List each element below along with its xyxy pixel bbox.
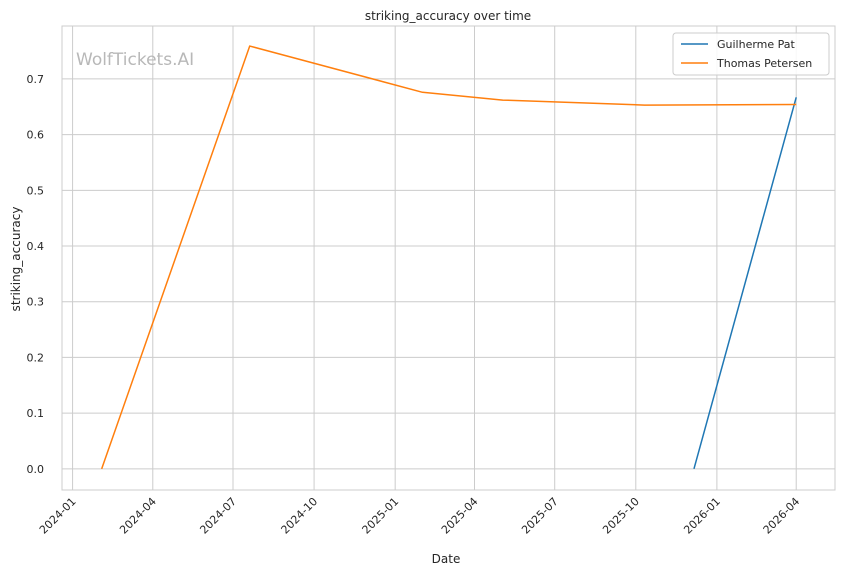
legend-label-thomas-petersen: Thomas Petersen (716, 57, 812, 70)
y-tick-label: 0.2 (27, 351, 45, 364)
x-tick-label: 2024-04 (117, 495, 159, 537)
legend-box (672, 32, 830, 76)
y-tick-label: 0.7 (27, 73, 45, 86)
legend-label-guilherme-pat: Guilherme Pat (717, 38, 796, 51)
x-tick-label: 2025-01 (360, 495, 402, 537)
plot-background (62, 26, 835, 490)
y-tick-label: 0.3 (27, 296, 45, 309)
x-axis-ticks: 2024-01 2024-04 2024-07 2024-10 2025-01 2025-… (37, 495, 802, 537)
x-tick-label: 2026-04 (761, 495, 803, 537)
plot-frame (61, 25, 836, 491)
x-axis-label: Date (432, 552, 461, 566)
x-tick-label: 2024-07 (197, 495, 239, 537)
y-gridlines (62, 78, 835, 470)
x-tick-label: 2026-01 (681, 495, 723, 537)
y-tick-label: 0.1 (27, 407, 45, 420)
y-axis-label: striking_accuracy (9, 207, 23, 312)
y-axis-ticks: 0.0 0.1 0.2 0.3 0.4 0.5 0.6 0.7 (27, 73, 45, 476)
x-tick-label: 2025-04 (439, 495, 481, 537)
legend: Guilherme Pat Thomas Petersen (672, 32, 830, 76)
y-tick-label: 0.6 (27, 129, 45, 142)
x-tick-label: 2024-01 (37, 495, 79, 537)
series-layer (100, 45, 797, 470)
x-tick-label: 2025-10 (600, 495, 642, 537)
series-line-guilherme-pat (693, 97, 797, 470)
y-tick-label: 0.5 (27, 184, 45, 197)
y-tick-label: 0.4 (27, 240, 45, 253)
x-tick-label: 2024-10 (279, 495, 321, 537)
chart-title: striking_accuracy over time (365, 9, 531, 23)
y-tick-label: 0.0 (27, 463, 45, 476)
series-line-thomas-petersen (100, 45, 797, 470)
watermark: WolfTickets.AI (76, 50, 194, 70)
x-tick-label: 2025-07 (519, 495, 561, 537)
